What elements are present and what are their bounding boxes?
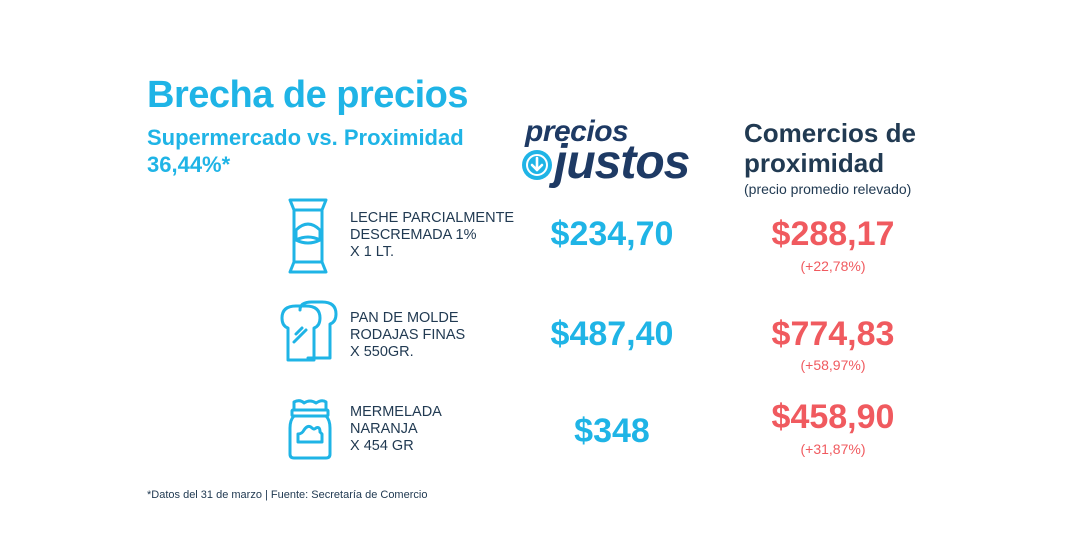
precios-justos-price-milk: $234,70 <box>550 215 674 253</box>
subtitle-comparison: Supermercado vs. Proximidad <box>147 125 464 150</box>
precios-justos-logo: precios justos <box>516 115 711 190</box>
product-label-line: MERMELADA <box>350 404 442 420</box>
page-subtitle: Supermercado vs. Proximidad 36,44%* <box>147 124 464 178</box>
jam-jar-icon <box>288 399 332 460</box>
product-label-line: NARANJA <box>350 421 418 437</box>
product-label-line: X 550GR. <box>350 344 414 360</box>
proximity-price-jam: $458,90 <box>771 398 895 436</box>
precios-justos-price-jam: $348 <box>574 412 650 450</box>
proximity-diff-jam: (+31,87%) <box>800 441 866 457</box>
proximity-title: Comercios de proximidad <box>744 118 934 178</box>
proximity-price-milk: $288,17 <box>771 215 895 253</box>
product-label-line: LECHE PARCIALMENTE <box>350 210 515 226</box>
product-label-milk: LECHE PARCIALMENTE DESCREMADA 1% X 1 LT. <box>350 210 514 261</box>
product-label-bread: PAN DE MOLDE RODAJAS FINAS X 550GR. <box>350 310 465 361</box>
footnote: *Datos del 31 de marzo | Fuente: Secreta… <box>147 489 428 501</box>
product-label-line: DESCREMADA 1% <box>350 227 477 243</box>
subtitle-gap-percent: 36,44%* <box>147 152 231 177</box>
product-label-line: X 1 LT. <box>350 244 395 260</box>
proximity-price-bread: $774,83 <box>771 315 895 353</box>
precios-justos-price-bread: $487,40 <box>550 315 674 353</box>
product-label-jam: MERMELADA NARANJA X 454 GR <box>350 404 442 455</box>
logo-text-precios: precios <box>525 115 629 148</box>
product-label-line: RODAJAS FINAS <box>350 327 466 343</box>
down-arrow-badge-icon <box>522 150 552 180</box>
proximity-title-line1: Comercios de <box>744 118 916 148</box>
proximity-diff-milk: (+22,78%) <box>800 258 866 274</box>
proximity-title-line2: proximidad <box>744 148 885 178</box>
page-title: Brecha de precios <box>147 74 468 116</box>
product-label-line: PAN DE MOLDE <box>350 310 459 326</box>
proximity-subtitle: (precio promedio relevado) <box>744 181 912 197</box>
product-label-line: X 454 GR <box>350 438 414 454</box>
logo-text-justos: justos <box>554 136 690 189</box>
bread-icon <box>280 300 338 362</box>
proximity-diff-bread: (+58,97%) <box>800 357 866 373</box>
milk-bag-icon <box>288 198 328 274</box>
